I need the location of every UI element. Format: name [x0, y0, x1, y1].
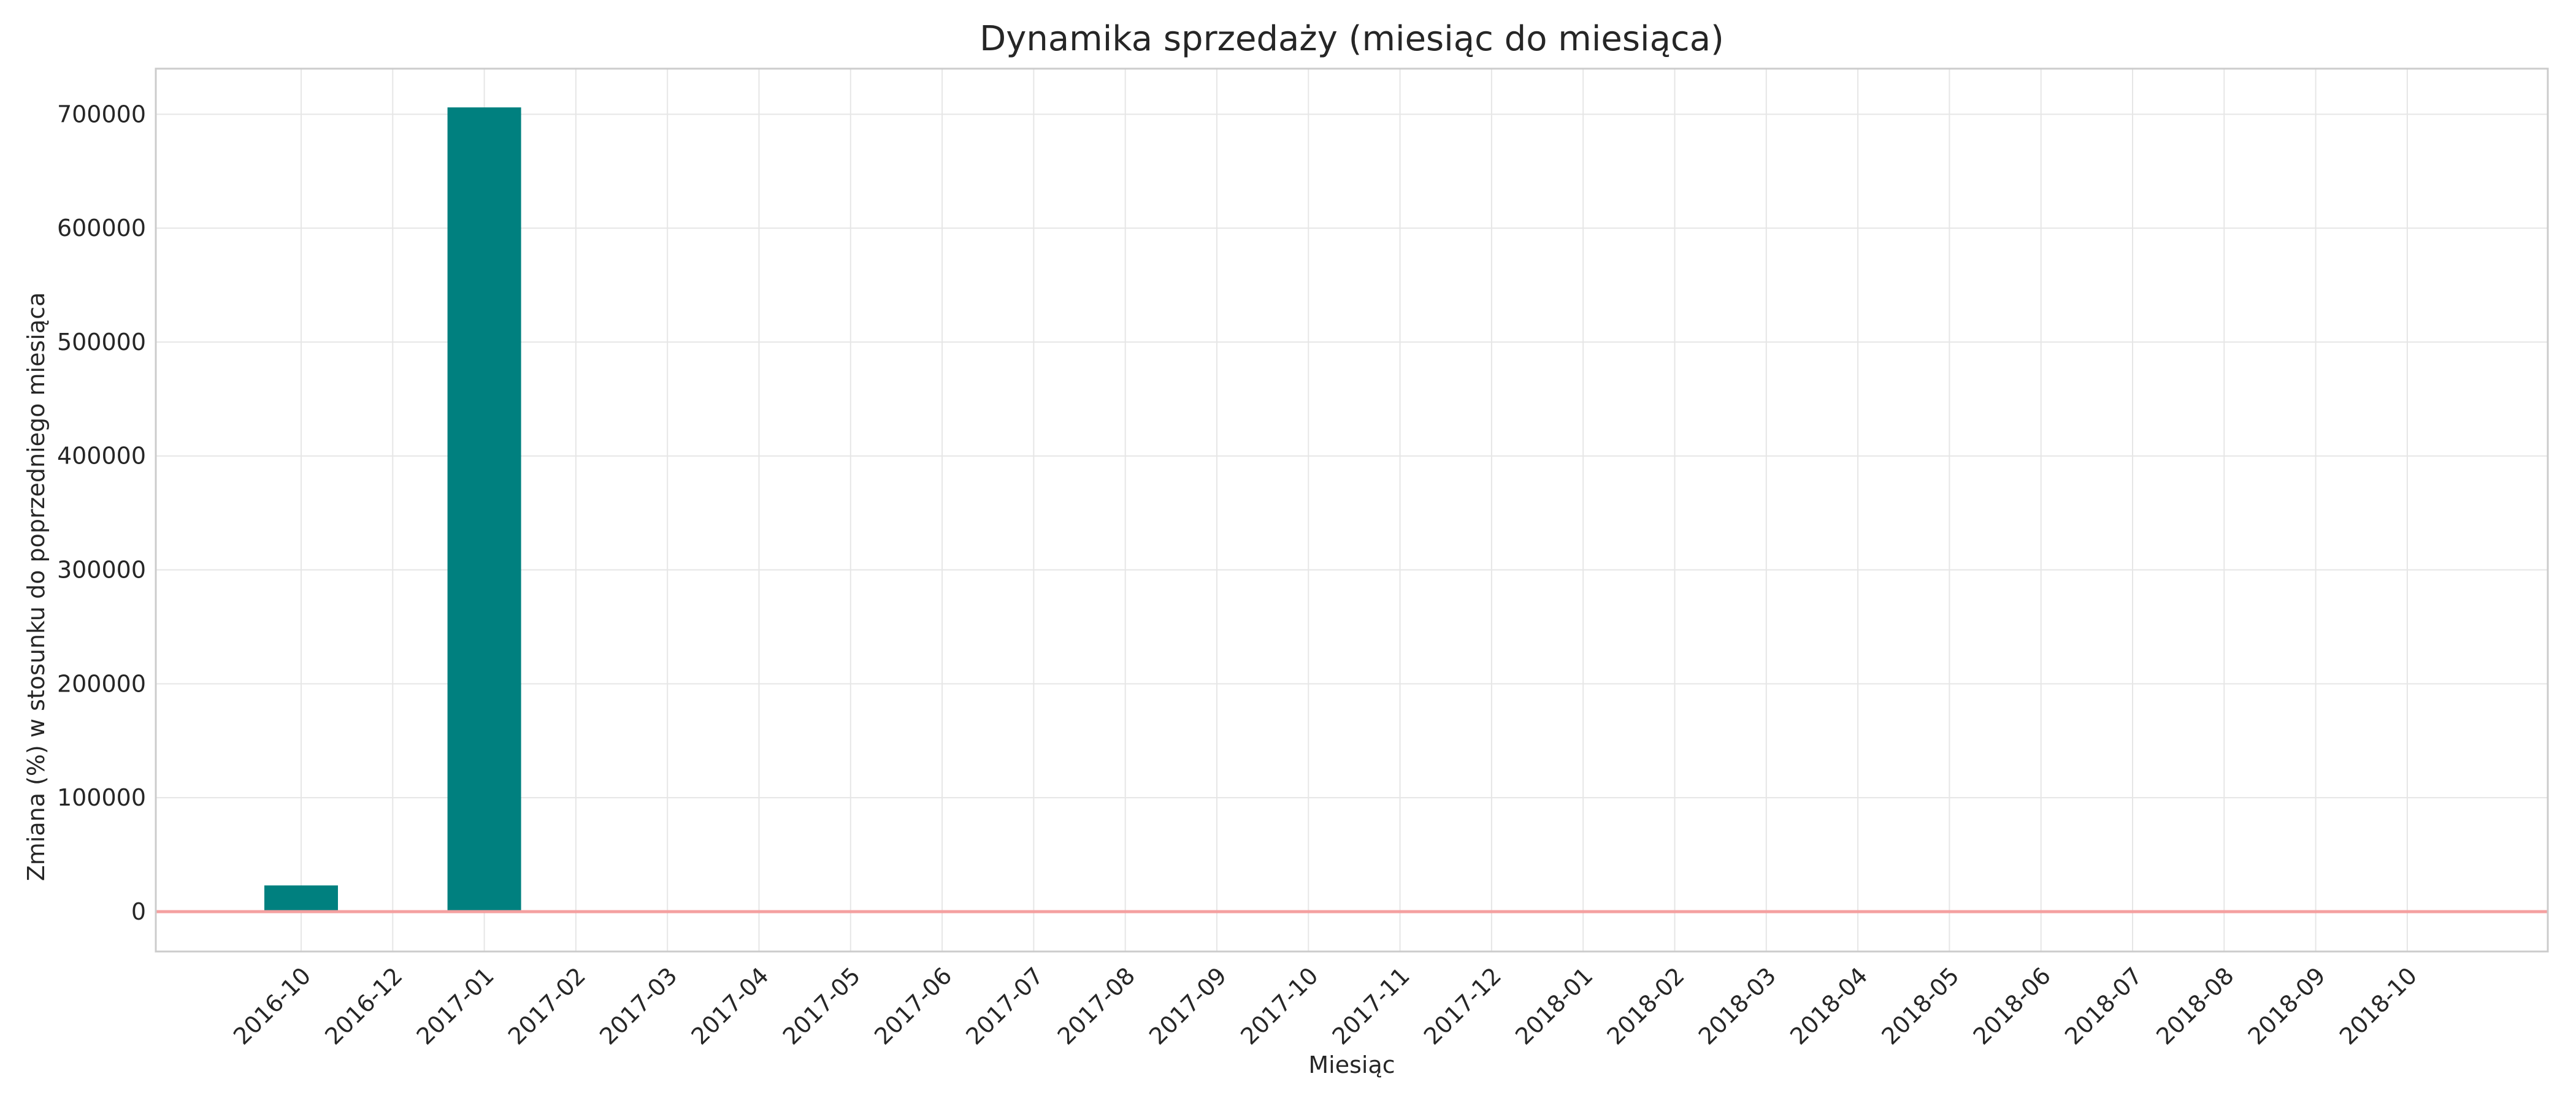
x-axis-label: Miesiąc: [1308, 1051, 1395, 1078]
x-tick-label: 2018-06: [1968, 962, 2056, 1050]
x-tick-label: 2017-03: [594, 962, 682, 1050]
x-tick-label: 2016-10: [228, 962, 316, 1050]
x-tick-label: 2018-09: [2243, 962, 2331, 1050]
y-tick-label: 300000: [57, 557, 146, 584]
x-tick-label: 2018-04: [1785, 962, 1873, 1050]
grid-lines: [156, 69, 2548, 952]
x-ticks: 2016-10 2016-12 2017-01 2017-02 2017-03 2017-…: [228, 962, 2422, 1050]
x-tick-label: 2018-07: [2060, 962, 2147, 1050]
x-tick-label: 2017-08: [1052, 962, 1140, 1050]
x-tick-label: 2018-01: [1510, 962, 1598, 1050]
x-tick-label: 2017-04: [686, 962, 773, 1050]
x-tick-label: 2018-05: [1876, 962, 1964, 1050]
y-tick-label: 200000: [57, 670, 146, 697]
y-tick-label: 0: [131, 898, 146, 925]
x-tick-label: 2016-12: [320, 962, 407, 1050]
x-tick-label: 2018-02: [1601, 962, 1689, 1050]
bars: [264, 107, 2444, 912]
x-tick-label: 2017-12: [1419, 962, 1506, 1050]
x-tick-label: 2017-02: [503, 962, 591, 1050]
y-tick-label: 600000: [57, 215, 146, 242]
y-tick-label: 400000: [57, 443, 146, 470]
y-tick-label: 500000: [57, 329, 146, 356]
chart-title: Dynamika sprzedaży (miesiąc do miesiąca): [979, 19, 1724, 59]
y-tick-label: 100000: [57, 784, 146, 811]
x-tick-label: 2017-10: [1235, 962, 1323, 1050]
x-tick-label: 2017-01: [412, 962, 499, 1050]
x-tick-label: 2018-10: [2334, 962, 2422, 1050]
x-tick-label: 2017-07: [960, 962, 1048, 1050]
x-tick-label: 2017-11: [1327, 962, 1415, 1050]
x-tick-label: 2017-09: [1144, 962, 1232, 1050]
y-ticks: 0 100000 200000 300000 400000 500000 600000 700…: [57, 101, 146, 925]
x-tick-label: 2018-03: [1693, 962, 1781, 1050]
bar-2016-10: [264, 885, 338, 912]
bar-2017-01: [447, 107, 521, 912]
y-axis-label: Zmiana (%) w stosunku do poprzedniego mi…: [23, 292, 50, 882]
x-tick-label: 2017-05: [778, 962, 865, 1050]
plot-frame: [155, 67, 2549, 953]
y-tick-label: 700000: [57, 101, 146, 128]
x-tick-label: 2017-06: [869, 962, 957, 1050]
x-tick-label: 2018-08: [2151, 962, 2239, 1050]
